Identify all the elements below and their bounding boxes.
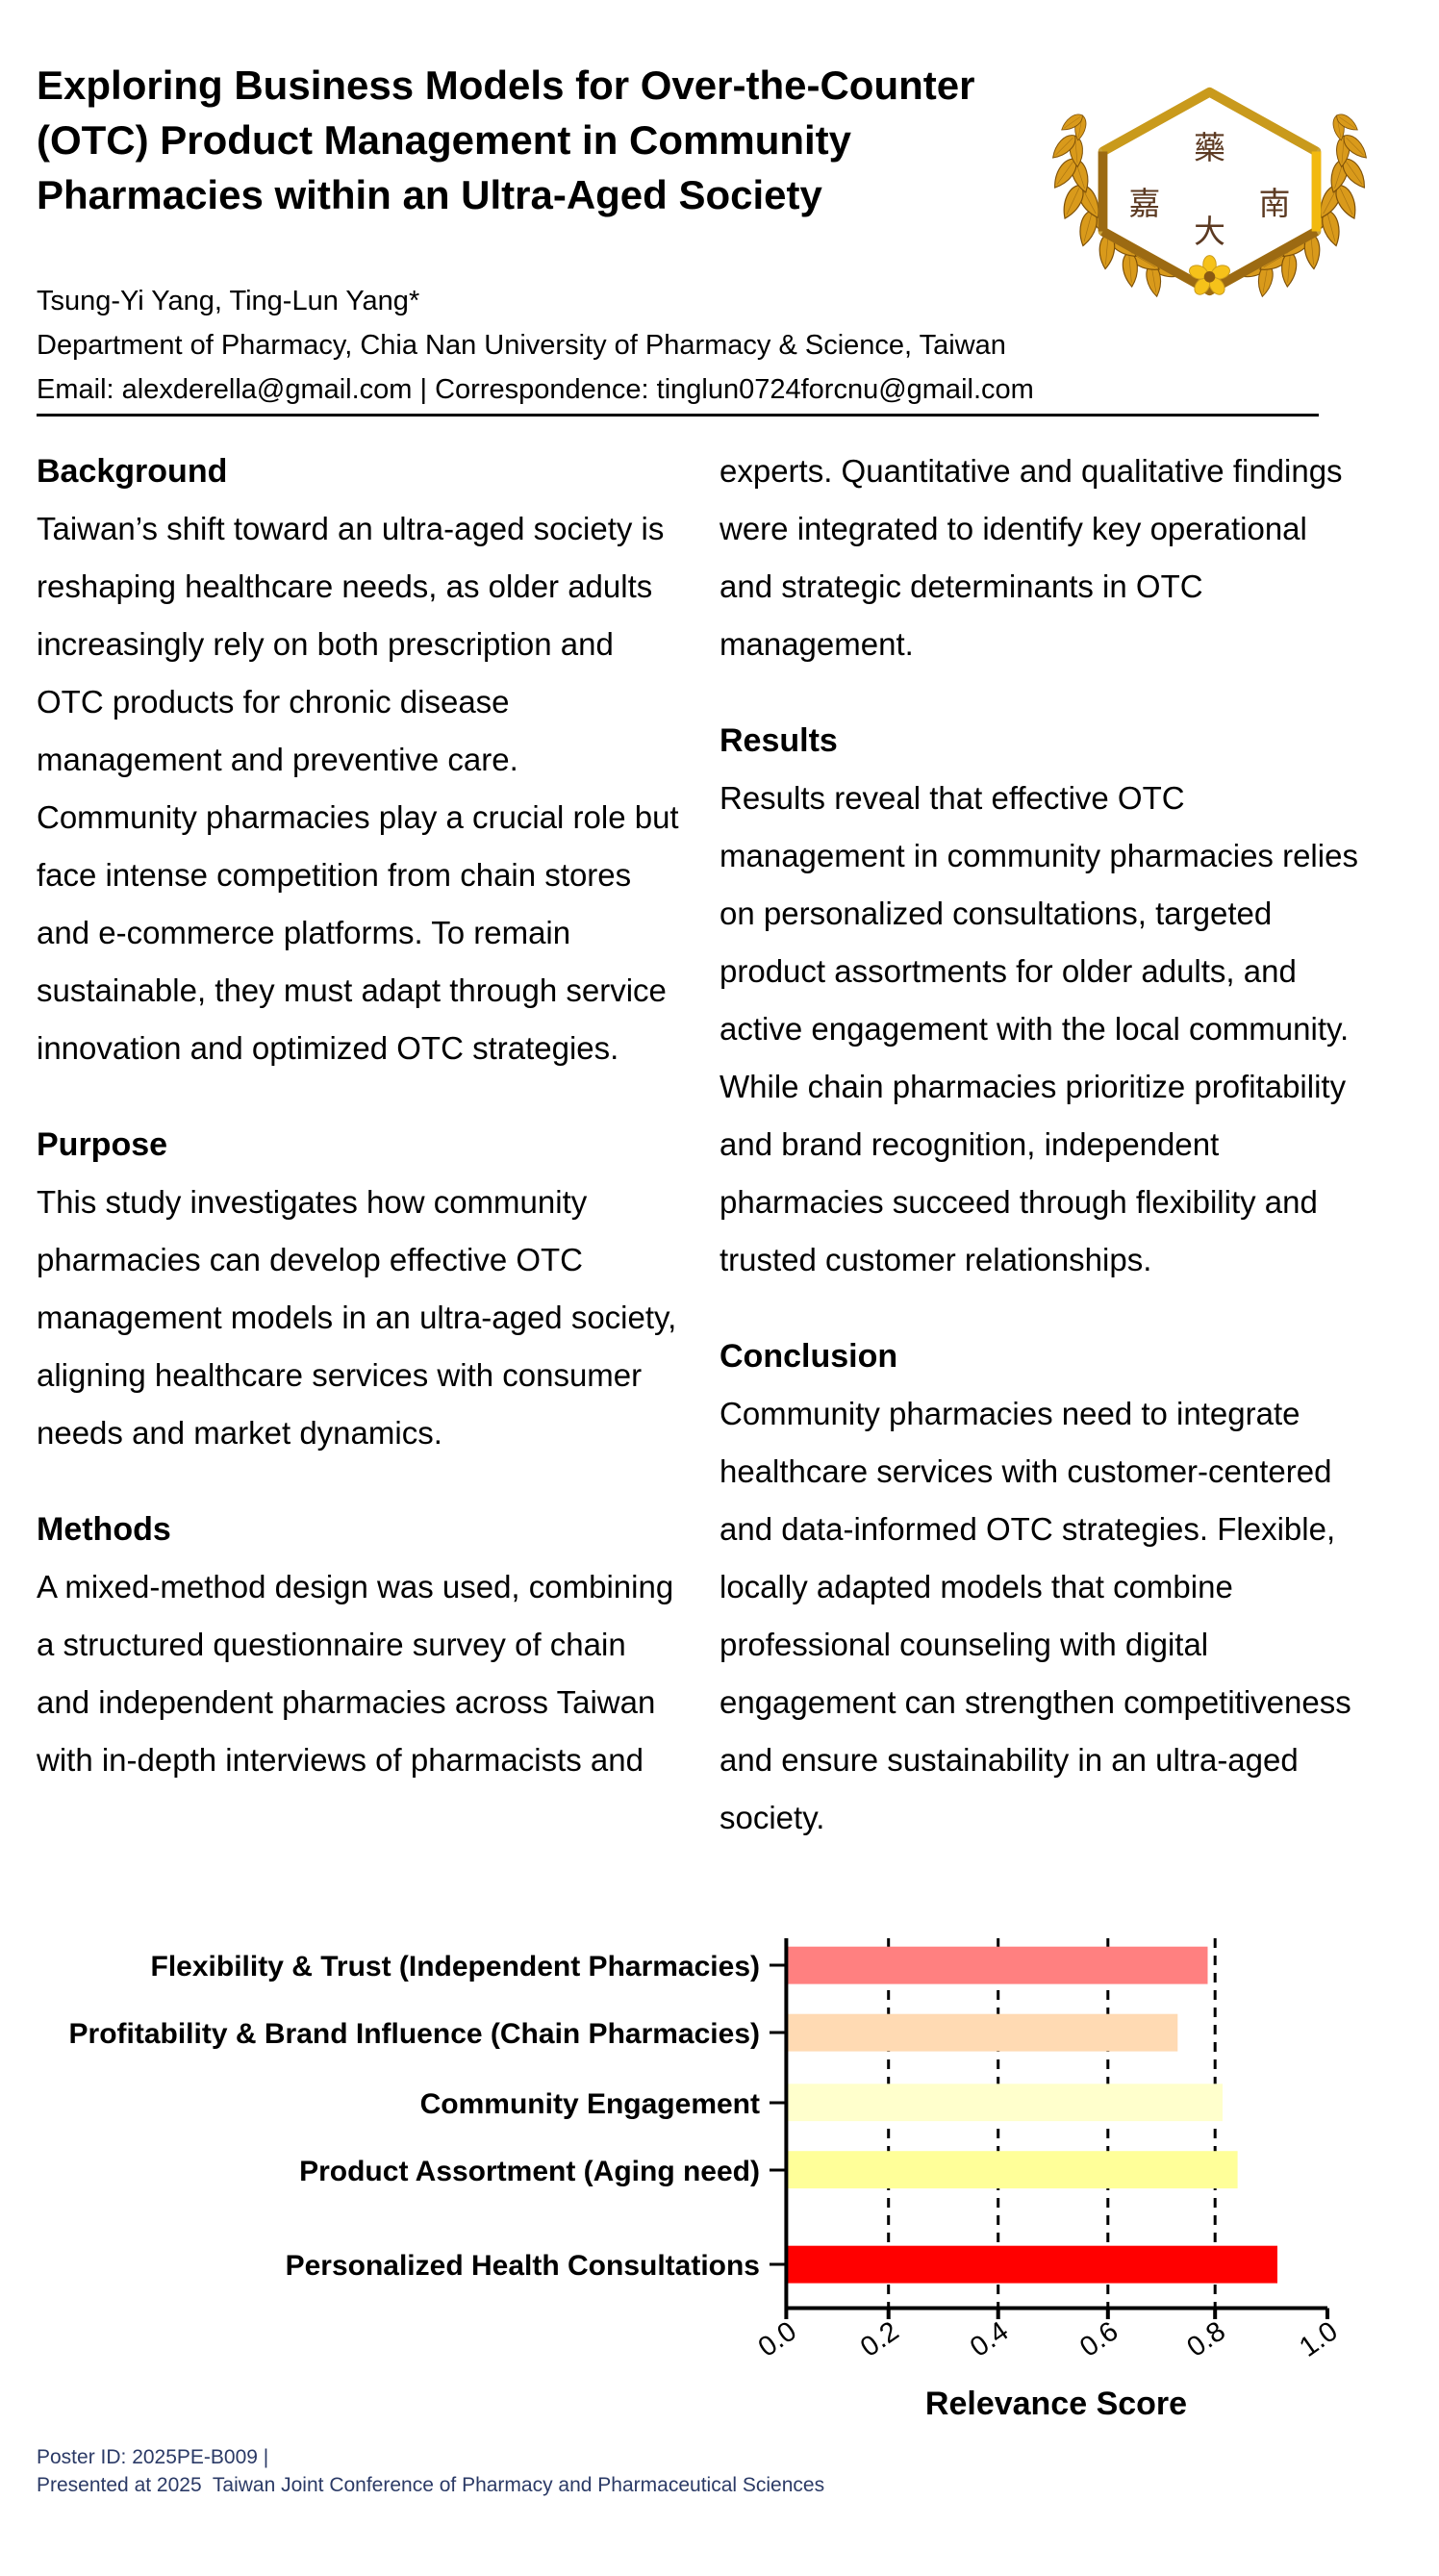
svg-text:Relevance Score: Relevance Score [925, 2386, 1187, 2422]
svg-text:0.8: 0.8 [1181, 2316, 1230, 2363]
svg-text:Product Assortment (Aging need: Product Assortment (Aging need) [299, 2156, 760, 2187]
svg-text:0.0: 0.0 [753, 2316, 802, 2363]
svg-text:Profitability & Brand Influenc: Profitability & Brand Influence (Chain P… [69, 2018, 760, 2050]
svg-text:Personalized Health Consultati: Personalized Health Consultations [286, 2250, 760, 2282]
svg-text:Flexibility & Trust (Independe: Flexibility & Trust (Independent Pharmac… [151, 1951, 760, 1983]
svg-text:1.0: 1.0 [1294, 2316, 1343, 2363]
svg-text:Community Engagement: Community Engagement [420, 2088, 760, 2120]
svg-text:0.4: 0.4 [965, 2316, 1014, 2363]
svg-text:0.6: 0.6 [1074, 2316, 1123, 2363]
svg-text:0.2: 0.2 [855, 2316, 904, 2363]
